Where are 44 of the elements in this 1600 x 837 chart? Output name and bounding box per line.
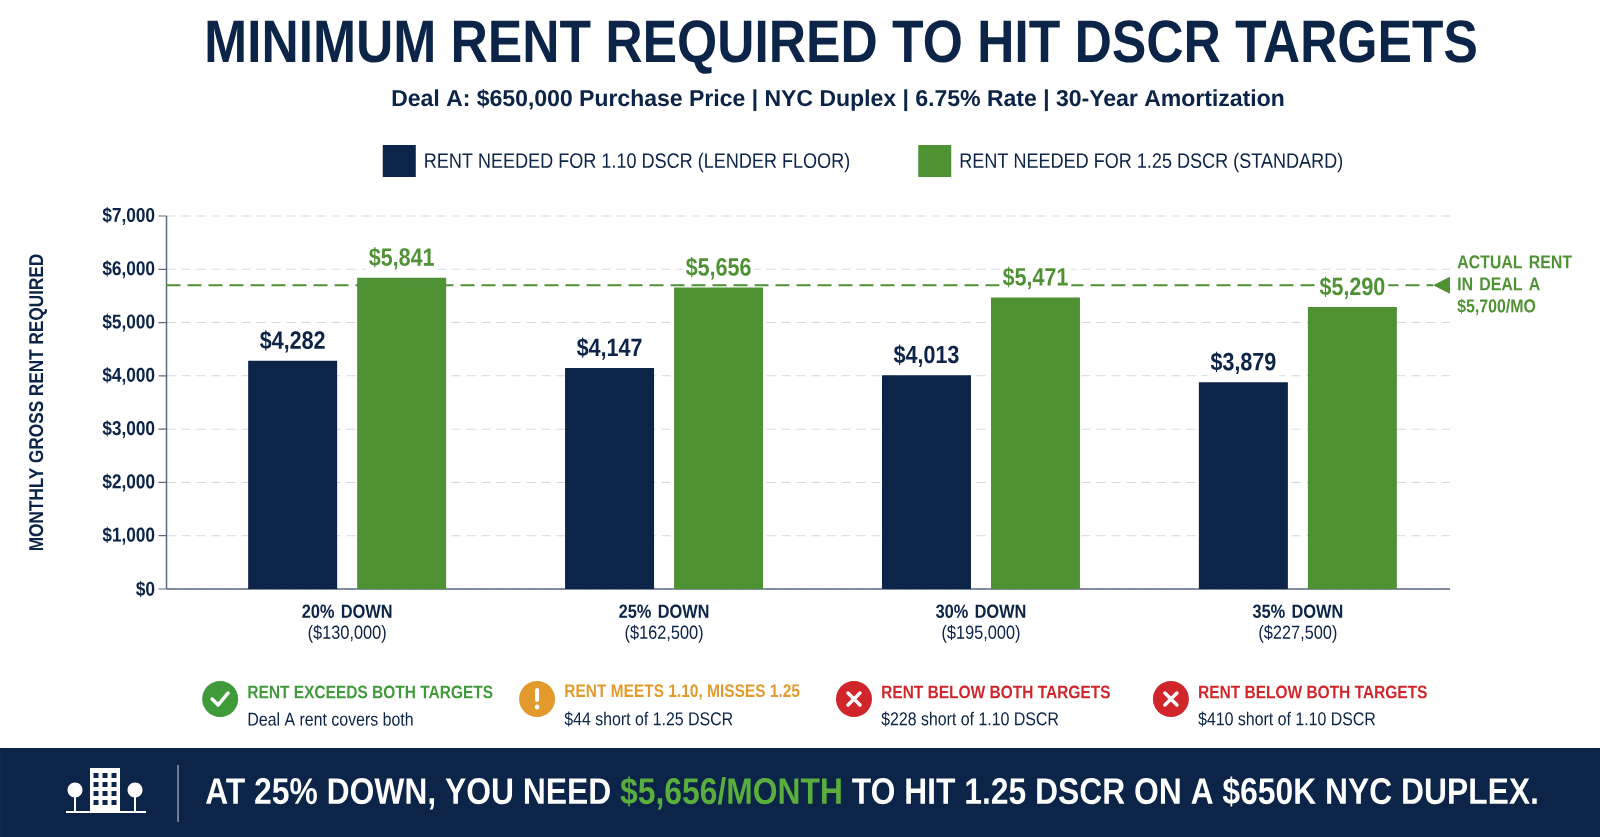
bar — [248, 360, 338, 589]
legend-label: RENT NEEDED FOR 1.10 DSCR (LENDER FLOOR) — [425, 152, 850, 173]
x-tick-label: 20% DOWN ($130,000) — [302, 604, 392, 643]
data-label: $4,013 — [893, 344, 959, 367]
y-tick-label: $0 — [136, 580, 155, 598]
x-tick-label: 35% DOWN ($227,500) — [1252, 604, 1343, 643]
data-label: $5,656 — [685, 256, 751, 280]
text: RENT EXCEEDS BOTH TARGETS — [248, 685, 493, 699]
text: RENT BELOW BOTH TARGETS — [1199, 685, 1427, 699]
bar — [990, 297, 1080, 589]
bar — [1198, 382, 1288, 589]
y-tick-label: $6,000 — [102, 260, 155, 279]
y-tick-label: $5,000 — [102, 313, 155, 332]
text: Deal A rent covers both — [248, 712, 413, 726]
bar — [674, 287, 764, 589]
text: TO HIT 1.25 DSCR ON A $650K NYC DUPLEX. — [852, 776, 1537, 807]
chart-title: MINIMUM RENT REQUIRED TO HIT DSCR TARGETS — [207, 20, 1476, 74]
y-tick-label: $4,000 — [102, 366, 155, 385]
y-tick-label: $3,000 — [102, 420, 155, 439]
text: RENT BELOW BOTH TARGETS — [882, 685, 1110, 699]
text: $228 short of 1.10 DSCR — [881, 711, 1059, 727]
legend-label: RENT NEEDED FOR 1.25 DSCR (STANDARD) — [960, 152, 1343, 173]
data-label: $5,841 — [369, 247, 434, 270]
data-label: $5,290 — [1319, 276, 1385, 299]
data-label: $4,147 — [576, 337, 642, 360]
text: $410 short of 1.10 DSCR — [1198, 711, 1376, 727]
bar — [881, 375, 971, 589]
y-tick-label: $1,000 — [102, 526, 155, 545]
text: RENT MEETS 1.10, MISSES 1.25 — [565, 684, 800, 700]
y-tick-label: $2,000 — [102, 473, 155, 492]
text: AT 25% DOWN, YOU NEED — [206, 778, 610, 810]
y-tick-label: $7,000 — [102, 207, 155, 225]
bar — [565, 368, 655, 589]
x-tick-label: 30% DOWN ($195,000) — [935, 604, 1026, 643]
x-tick-label: 25% DOWN ($162,500) — [619, 604, 709, 643]
data-label: $4,282 — [260, 330, 325, 353]
chart-subtitle: Deal A: $650,000 Purchase Price | NYC Duplex | 6.75% Rate | 30-Year Amortization — [392, 88, 1284, 112]
y-axis-title: MONTHLY GROSS RENT REQUIRED — [29, 254, 47, 551]
data-label: $3,879 — [1210, 351, 1276, 375]
data-label: $5,471 — [1002, 266, 1068, 290]
bar — [1307, 307, 1397, 589]
text: $5,656/MONTH — [620, 776, 841, 810]
ref-line-label: ACTUAL RENT IN DEAL A $5,700/MO — [1457, 255, 1572, 316]
text: $44 short of 1.25 DSCR — [564, 711, 733, 727]
